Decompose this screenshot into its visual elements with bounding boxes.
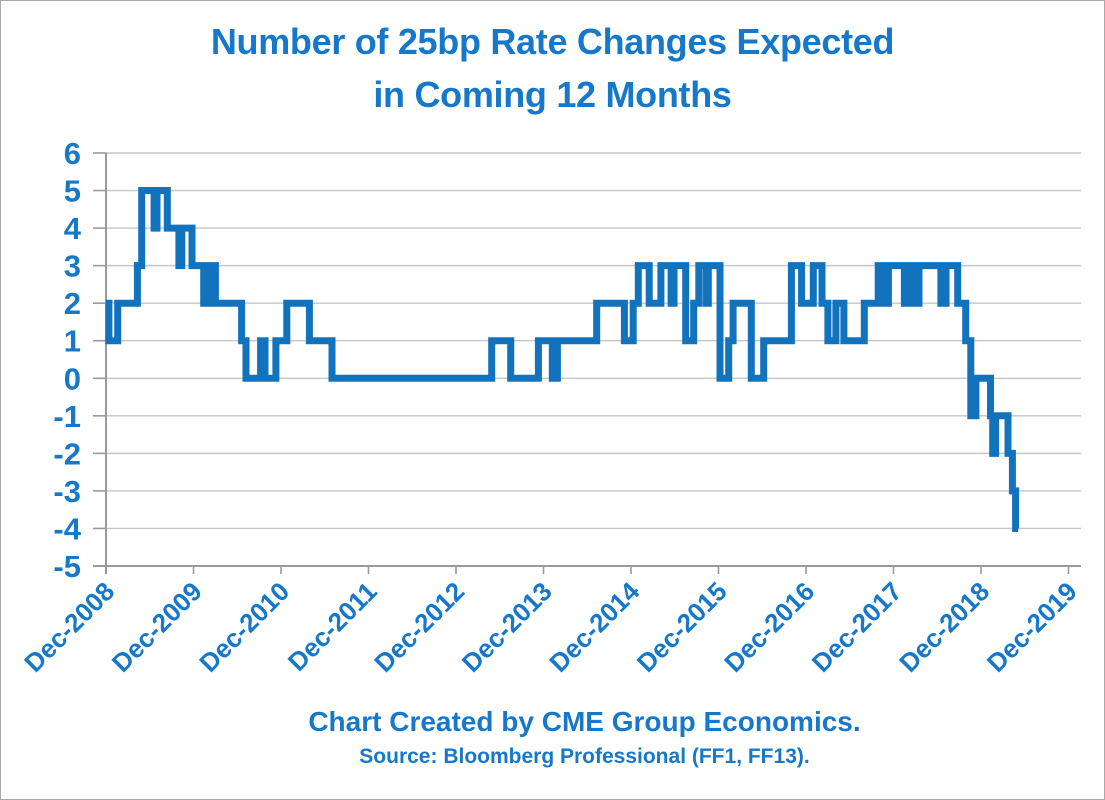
x-axis-label: Dec-2015 xyxy=(631,576,733,678)
x-axis-label: Dec-2017 xyxy=(806,576,908,678)
x-axis-label: Dec-2011 xyxy=(282,576,383,677)
x-axis-label: Dec-2009 xyxy=(106,576,208,678)
x-axis-label: Dec-2010 xyxy=(193,576,295,678)
x-axis-label: Dec-2018 xyxy=(893,576,995,678)
x-axis-label: Dec-2008 xyxy=(18,576,120,678)
y-axis-label: 2 xyxy=(64,286,81,321)
chart-title: Number of 25bp Rate Changes Expected in … xyxy=(1,15,1104,121)
y-axis-label: 6 xyxy=(64,136,81,171)
chart-title-line2: in Coming 12 Months xyxy=(373,74,732,115)
y-axis-label: -4 xyxy=(53,511,81,546)
y-axis-label: -3 xyxy=(53,474,81,509)
y-axis-label: 1 xyxy=(64,324,81,359)
x-axis-label: Dec-2014 xyxy=(543,576,645,678)
x-axis-label: Dec-2019 xyxy=(981,576,1083,678)
y-axis-label: -1 xyxy=(53,399,81,434)
x-axis-label: Dec-2012 xyxy=(368,576,470,678)
chart-title-line1: Number of 25bp Rate Changes Expected xyxy=(210,21,895,62)
data-series-line xyxy=(105,187,1020,532)
credit-text: Chart Created by CME Group Economics. xyxy=(308,706,861,737)
x-axis-label: Dec-2016 xyxy=(718,576,820,678)
y-axis-label: 5 xyxy=(64,174,81,209)
y-axis-label: 3 xyxy=(64,249,81,284)
y-axis-label: -5 xyxy=(53,549,81,584)
y-axis-label: 0 xyxy=(64,361,81,396)
x-axis-label: Dec-2013 xyxy=(456,576,558,678)
y-axis-label: 4 xyxy=(64,211,82,246)
y-axis-label: -2 xyxy=(53,436,81,471)
source-text: Source: Bloomberg Professional (FF1, FF1… xyxy=(359,745,810,768)
